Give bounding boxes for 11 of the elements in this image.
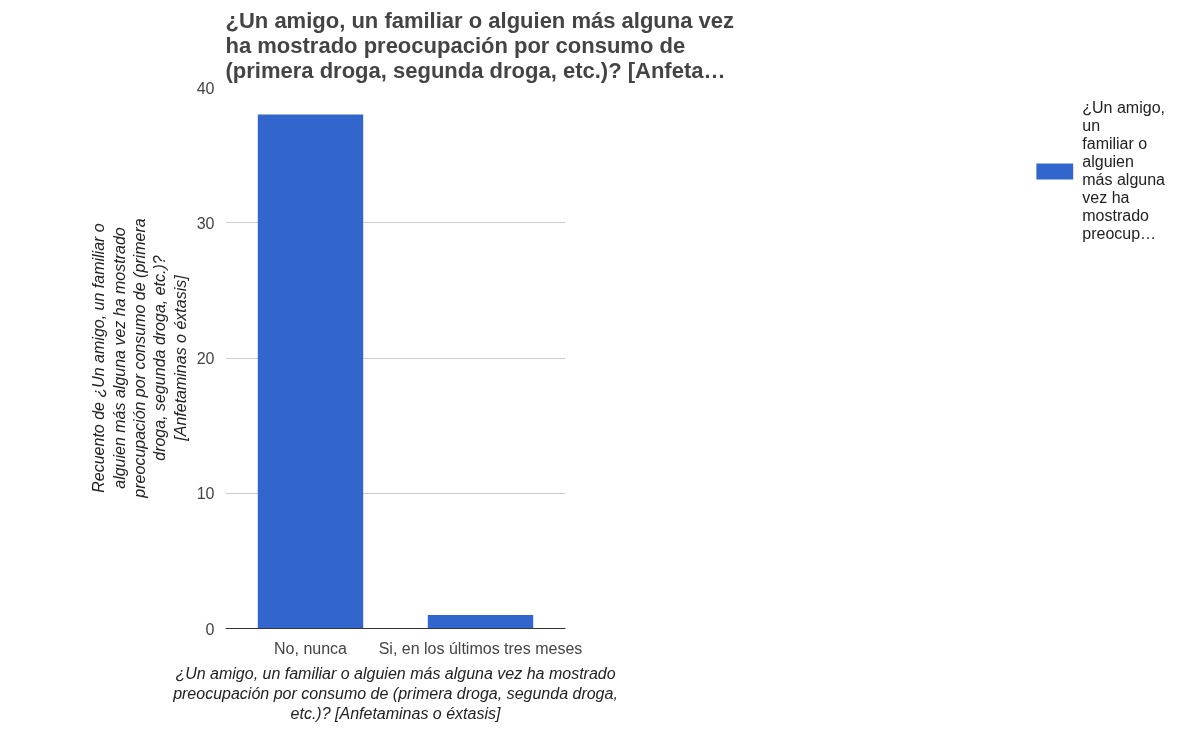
- chart-title: ¿Un amigo, un familiar o alguien más alguna vez ha mostrado preocupación por consumo de (primera droga, segunda droga, etc.)? [Anfeta…: [225, 7, 735, 83]
- y-tick-label: 30: [196, 214, 215, 232]
- y-tick-label: 10: [196, 485, 215, 503]
- y-tick-label: 20: [196, 350, 215, 367]
- y-tick-label: 40: [196, 79, 215, 97]
- x-tick-label: Si, en los últimos tres meses: [378, 639, 583, 657]
- x-tick-label: No, nunca: [274, 639, 348, 657]
- y-axis-title: Recuento de ¿Un amigo, un familiar o alguien más alguna vez ha mostrado preocupación por consumo de (primera droga, segunda droga, etc.)? [Anfetaminas o éxtasis]: [90, 218, 189, 499]
- y-tick-label: 0: [205, 620, 215, 638]
- x-axis-title: ¿Un amigo, un familiar o alguien más alguna vez ha mostrado preocupación por consumo de (primera droga, segunda droga, etc.)? [Anfetaminas o éxtasis]: [172, 664, 618, 723]
- legend-label: ¿Un amigo, un familiar o alguien más alguna vez ha mostrado preocup…: [1082, 99, 1165, 243]
